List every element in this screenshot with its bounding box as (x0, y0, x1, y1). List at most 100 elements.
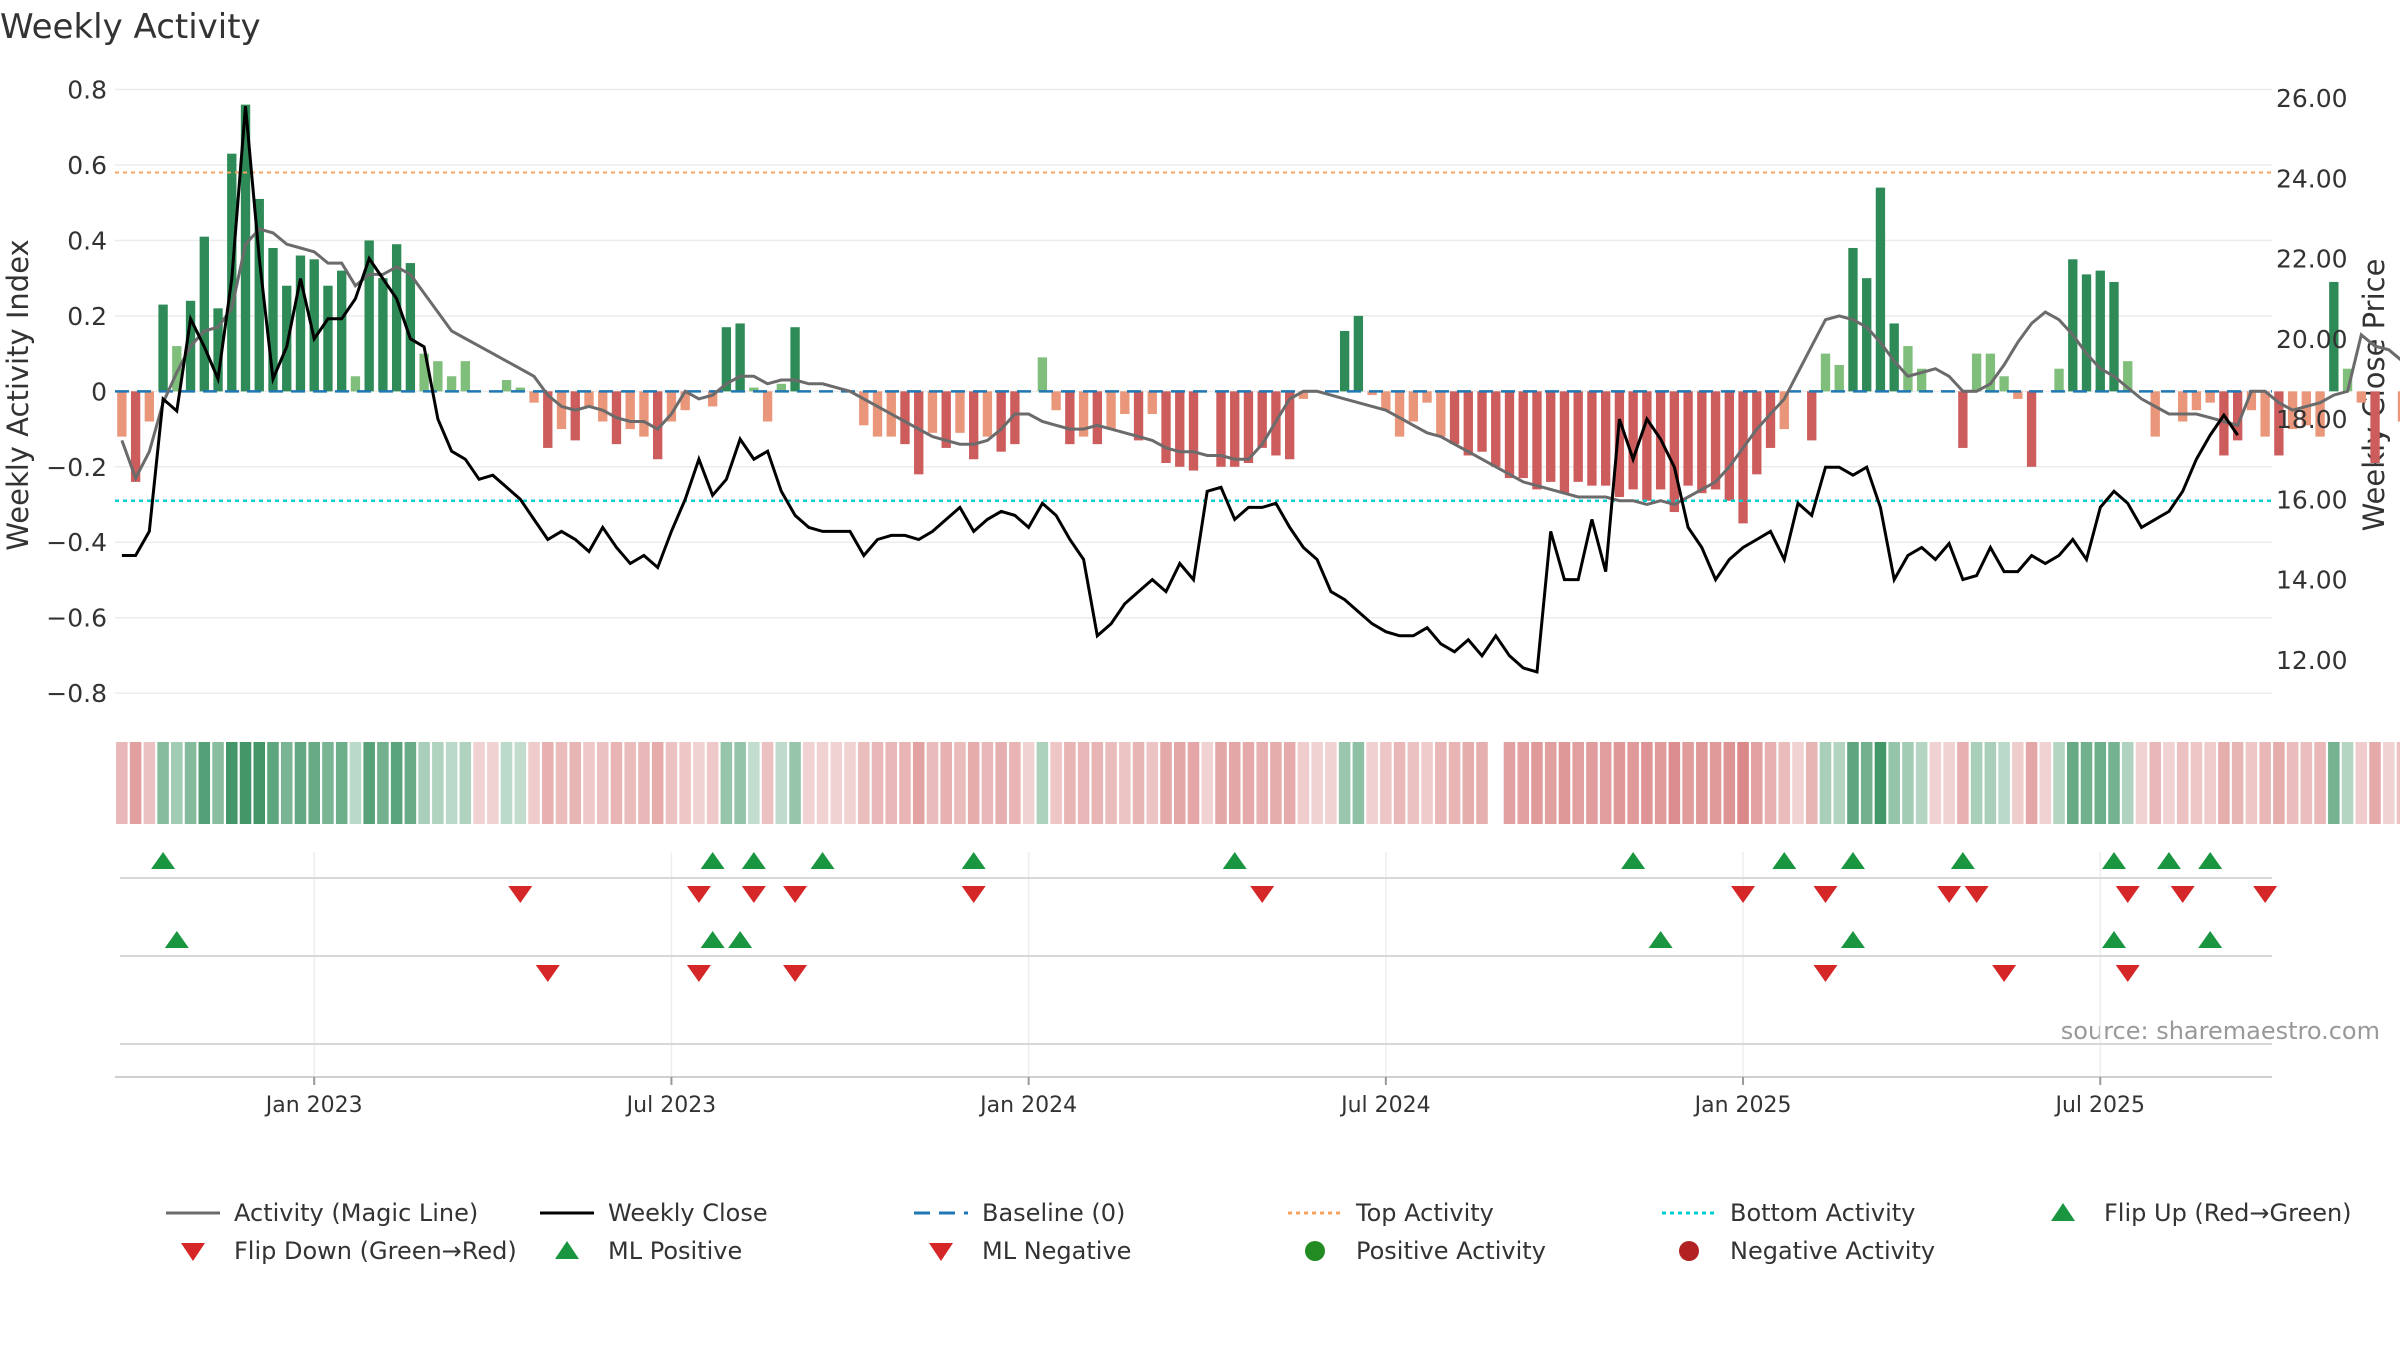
legend-label: Baseline (0) (982, 1199, 1126, 1227)
activity-bar (2301, 391, 2312, 426)
legend-item-bottom-activity[interactable]: Bottom Activity (1656, 1198, 1915, 1228)
heat-strip-cell (542, 742, 554, 824)
heat-strip-cell (940, 742, 952, 824)
heat-strip-cell (1187, 742, 1200, 824)
activity-bar (1161, 391, 1171, 464)
heat-strip-cell (857, 742, 870, 824)
activity-bar (1614, 391, 1625, 497)
heat-strip-cell (1998, 742, 2010, 824)
flip-down-marker (2115, 886, 2140, 903)
heat-strip-cell (308, 742, 320, 824)
heat-strip-cell (2176, 742, 2189, 824)
activity-bar (2026, 391, 2037, 467)
activity-bar (1807, 391, 1817, 441)
activity-bar (1422, 391, 1432, 403)
heat-strip-cell (2273, 742, 2285, 824)
activity-bar (295, 255, 306, 392)
ml-positive-marker (1648, 931, 1673, 948)
heat-strip-cell (1544, 742, 1557, 824)
heat-strip-cell (1297, 742, 1310, 824)
activity-bar (337, 270, 347, 392)
activity-heat-strip (116, 742, 2400, 824)
heat-strip-cell (1915, 742, 1928, 824)
heat-strip-cell (143, 742, 156, 824)
activity-bar (2370, 391, 2380, 464)
y-tick-label: −0.8 (46, 679, 107, 708)
magic-line-swatch (166, 1211, 220, 1215)
y2-tick-label: 26.00 (2276, 84, 2348, 113)
flip-down-marker (1731, 886, 1756, 903)
activity-bar (1298, 391, 1309, 399)
ml-positive-marker (164, 931, 189, 948)
ml-negative-marker (535, 965, 560, 982)
ml-positive-marker (1840, 931, 1865, 948)
activity-bars (117, 104, 2400, 524)
weekly-close-line (121, 105, 2239, 674)
heat-strip-cell (1050, 742, 1062, 824)
activity-bar (199, 236, 209, 392)
activity-bar (570, 391, 580, 441)
triangle-down-icon (181, 1243, 205, 1261)
legend-item-negative-activity[interactable]: Negative Activity (1656, 1236, 1935, 1266)
ml-positive-marker (728, 931, 753, 948)
source-text: source: sharemaestro.com (2061, 1017, 2380, 1045)
heat-strip-cell (610, 742, 623, 824)
ml-negative-marker (1813, 965, 1838, 982)
activity-bar (790, 327, 800, 392)
flip-down-marker (1964, 886, 1989, 903)
heat-strip-cell (2355, 742, 2368, 824)
heat-strip-cell (1283, 742, 1296, 824)
activity-bar (859, 391, 869, 426)
activity-bar (1820, 353, 1831, 392)
activity-bar (1532, 391, 1542, 490)
legend-item-flip-down[interactable]: Flip Down (Green→Red) (160, 1236, 517, 1266)
activity-bar (1903, 346, 1913, 392)
heat-strip-cell (1888, 742, 1900, 824)
legend-item-flip-up[interactable]: Flip Up (Red→Green) (2030, 1198, 2352, 1228)
heat-strip-cell (1091, 742, 1104, 824)
legend-item-ml-negative[interactable]: ML Negative (908, 1236, 1131, 1266)
legend-item-top-activity[interactable]: Top Activity (1282, 1198, 1494, 1228)
heat-strip-cell (1119, 742, 1131, 824)
activity-bar (405, 263, 416, 392)
legend-item-baseline[interactable]: Baseline (0) (908, 1198, 1125, 1228)
activity-bar (1559, 391, 1570, 494)
heat-strip-cell (212, 742, 224, 824)
heat-strip-cell (2080, 742, 2093, 824)
heat-strip-cell (830, 742, 843, 824)
heat-strip-cell (1902, 742, 1914, 824)
heat-strip-cell (1641, 742, 1653, 824)
ml-positive-marker (700, 931, 725, 948)
heat-strip-cell (885, 742, 898, 824)
ml-positive-marker (2102, 931, 2127, 948)
heat-strip-cell (816, 742, 829, 824)
activity-bar (1230, 391, 1240, 467)
heat-strip-cell (734, 742, 746, 824)
activity-bar (1449, 391, 1460, 445)
activity-bar (1710, 391, 1721, 490)
legend-item-positive-activity[interactable]: Positive Activity (1282, 1236, 1546, 1266)
legend-item-magic-line[interactable]: Activity (Magic Line) (160, 1198, 478, 1228)
activity-bar (1546, 391, 1556, 482)
heat-strip-cell (1943, 742, 1955, 824)
activity-bar (1463, 391, 1473, 456)
heat-strip-cell (1022, 742, 1035, 824)
x-tick-label: Jul 2025 (2053, 1093, 2145, 1118)
activity-bar (1697, 391, 1707, 494)
heat-strip-cell (1201, 742, 1214, 824)
series-lines (120, 105, 2400, 674)
activity-bar (1367, 391, 1377, 396)
heat-strip-cell (1709, 742, 1722, 824)
activity-bar (1573, 391, 1583, 482)
x-tick-label: Jul 2024 (1339, 1093, 1431, 1118)
legend-item-weekly-close[interactable]: Weekly Close (534, 1198, 768, 1228)
heat-strip-cell (1572, 742, 1584, 824)
heat-strip-cell (1957, 742, 1969, 824)
heat-strip-cell (748, 742, 760, 824)
legend-item-ml-positive[interactable]: ML Positive (534, 1236, 742, 1266)
activity-bar (941, 391, 951, 448)
legend-label: Flip Down (Green→Red) (234, 1237, 517, 1265)
heat-strip-cell (693, 742, 705, 824)
flip-up-marker (2156, 852, 2181, 869)
legend-label: Weekly Close (608, 1199, 768, 1227)
